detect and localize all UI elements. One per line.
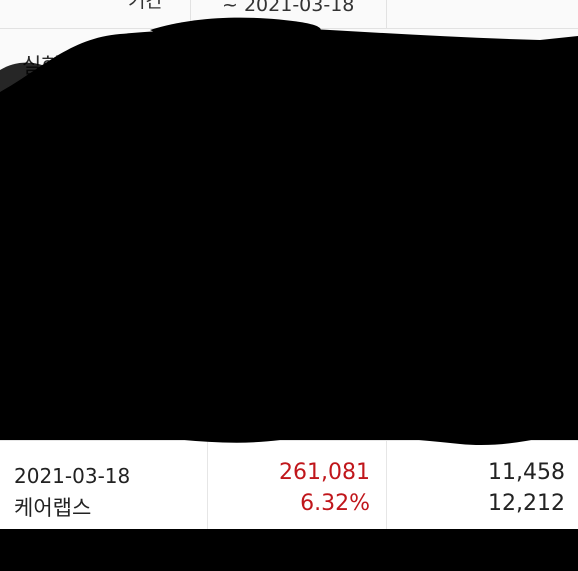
column-divider bbox=[386, 441, 387, 529]
summary-table: 기간 ~ 2021-03-18 실현손익 270,671 원 5.43 bbox=[0, 0, 578, 130]
stock-name: 케어랩스 bbox=[14, 496, 92, 520]
row-profit: 261,081 bbox=[279, 460, 370, 485]
realized-pnl-percent: 5.43 bbox=[480, 52, 525, 76]
period-header-label: 기간 bbox=[128, 0, 163, 12]
realized-pnl-label: 실현손익 bbox=[22, 54, 100, 78]
row-divider bbox=[0, 28, 578, 29]
column-divider bbox=[386, 0, 387, 28]
realized-pnl-value: 270,671 원 bbox=[262, 49, 451, 90]
row-return-rate: 6.32% bbox=[300, 491, 370, 516]
table-row[interactable]: 2021-03-18 케어랩스 261,081 6.32% 11,458 12,… bbox=[0, 440, 578, 529]
column-divider bbox=[207, 441, 208, 529]
trade-date: 2021-03-18 bbox=[14, 464, 131, 488]
period-end-date: ~ 2021-03-18 bbox=[222, 0, 355, 16]
column-divider bbox=[190, 0, 191, 28]
row-value-2: 12,212 bbox=[488, 491, 565, 516]
row-value-1: 11,458 bbox=[488, 460, 565, 485]
